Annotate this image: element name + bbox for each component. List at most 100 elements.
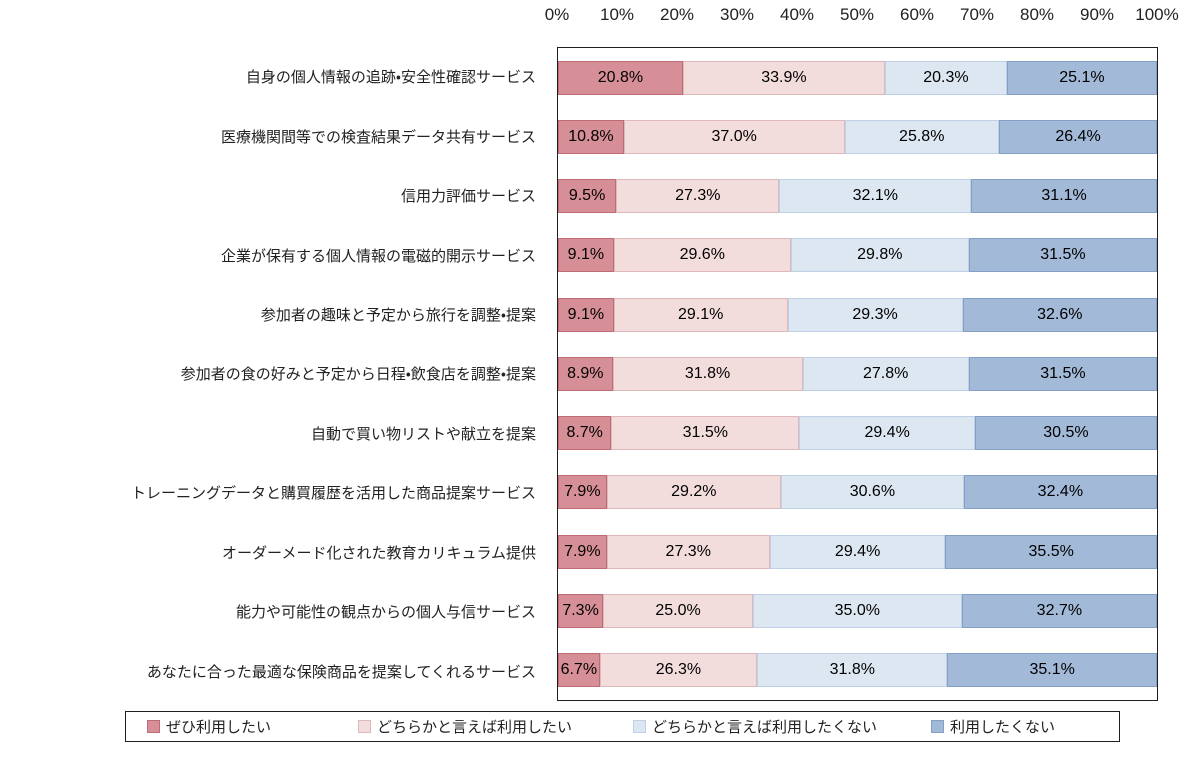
segment-value-label: 29.2%: [671, 483, 717, 501]
bar-segment: 31.8%: [612, 356, 803, 391]
bar-segment: 35.0%: [752, 594, 962, 629]
segment-value-label: 32.1%: [852, 187, 899, 205]
segment-value-label: 35.5%: [1028, 542, 1074, 560]
segment-value-label: 27.3%: [665, 542, 711, 560]
segment-value-label: 37.0%: [711, 127, 757, 145]
stacked-bar: 8.9% 31.8% 27.8% 31.5%: [558, 356, 1157, 391]
segment-value-label: 30.5%: [1043, 424, 1089, 442]
segment-value-label: 29.3%: [852, 305, 898, 323]
bar-segment: 32.1%: [779, 179, 972, 214]
bar-row: 8.9% 31.8% 27.8% 31.5%: [558, 344, 1157, 403]
segment-value-label: 9.1%: [567, 246, 605, 264]
segment-value-label: 31.5%: [1040, 364, 1086, 382]
bar-row: 8.7% 31.5% 29.4% 30.5%: [558, 404, 1157, 463]
bar-segment: 8.7%: [558, 416, 612, 451]
bar-segment: 31.5%: [968, 238, 1158, 273]
bar-segment: 6.7%: [558, 653, 600, 688]
segment-value-label: 7.9%: [564, 483, 601, 501]
legend: ぜひ利用したい どちらかと言えば利用したい どちらかと言えば利用したくない 利用したく…: [125, 711, 1120, 742]
bar-segment: 25.1%: [1006, 60, 1158, 95]
bar-segment: 31.1%: [971, 179, 1157, 214]
legend-swatch: [147, 720, 160, 733]
axis-tick-label: 40%: [779, 5, 815, 24]
category-label: 医療機関間等での検査結果データ共有サービス: [220, 128, 536, 146]
bar-segment: 35.5%: [945, 534, 1157, 569]
segment-value-label: 7.9%: [564, 542, 601, 560]
axis-tick-label: 0%: [544, 5, 570, 24]
axis-tick-label: 90%: [1079, 5, 1115, 24]
segment-value-label: 25.0%: [655, 602, 701, 620]
bar-segment: 25.8%: [844, 119, 999, 154]
bar-row: 9.1% 29.6% 29.8% 31.5%: [558, 226, 1158, 285]
bar-segment: 32.7%: [961, 594, 1157, 629]
segment-value-label: 31.8%: [684, 364, 731, 382]
axis-tick-label: 30%: [719, 5, 755, 24]
segment-value-label: 32.7%: [1036, 602, 1083, 620]
segment-value-label: 29.8%: [857, 246, 903, 264]
bar-row: 7.9% 29.2% 30.6% 32.4%: [558, 463, 1158, 522]
bar-segment: 30.5%: [974, 416, 1157, 451]
bar-segment: 32.4%: [963, 475, 1158, 510]
category-label: 自身の個人情報の追跡・安全性確認サービス: [245, 69, 536, 87]
stacked-bar: 9.1% 29.6% 29.8% 31.5%: [558, 238, 1158, 273]
bar-segment: 32.6%: [962, 297, 1157, 332]
category-label: 信用力評価サービス: [400, 188, 536, 206]
segment-value-label: 26.3%: [655, 661, 702, 679]
bar-segment: 35.1%: [947, 653, 1158, 688]
segment-value-label: 32.4%: [1037, 483, 1084, 501]
segment-value-label: 8.7%: [566, 424, 603, 442]
bar-segment: 37.0%: [623, 119, 845, 154]
category-label: オーダーメード化された教育カリキュラム提供: [222, 544, 536, 562]
segment-value-label: 9.1%: [567, 305, 605, 323]
category-label: 参加者の趣味と予定から旅行を調整・提案: [260, 307, 536, 325]
segment-value-label: 20.8%: [597, 68, 644, 86]
bar-row: 20.8% 33.9% 20.3% 25.1%: [558, 48, 1158, 107]
segment-value-label: 25.8%: [899, 127, 945, 145]
bar-segment: 7.3%: [558, 594, 604, 629]
legend-swatch: [633, 720, 647, 733]
segment-value-label: 31.5%: [682, 424, 729, 442]
category-labels: 自身の個人情報の追跡・安全性確認サービス医療機関間等での検査結果データ共有サービ…: [0, 47, 546, 701]
segment-value-label: 35.0%: [834, 602, 880, 620]
bar-segment: 9.5%: [558, 179, 617, 214]
bar-segment: 33.9%: [682, 60, 885, 95]
bar-row: 9.1% 29.1% 29.3% 32.6%: [558, 285, 1157, 344]
bar-segment: 31.5%: [968, 356, 1157, 391]
stacked-bar: 9.1% 29.1% 29.3% 32.6%: [558, 297, 1157, 332]
legend-label: ぜひ利用したい: [166, 719, 272, 736]
segment-value-label: 31.1%: [1041, 187, 1087, 205]
bar-segment: 8.9%: [558, 356, 613, 391]
stacked-bar: 9.5% 27.3% 32.1% 31.1%: [558, 179, 1157, 214]
stacked-bar: 7.3% 25.0% 35.0% 32.7%: [558, 594, 1157, 629]
segment-value-label: 26.4%: [1055, 127, 1101, 145]
category-label: 企業が保有する個人情報の電磁的開示サービス: [220, 247, 536, 265]
bar-segment: 7.9%: [558, 534, 607, 569]
segment-value-label: 9.5%: [568, 187, 606, 205]
stacked-bar: 8.7% 31.5% 29.4% 30.5%: [558, 416, 1157, 451]
stacked-bar: 20.8% 33.9% 20.3% 25.1%: [558, 60, 1158, 95]
category-label: 能力や可能性の観点からの個人与信サービス: [235, 604, 536, 622]
stacked-bar: 10.8% 37.0% 25.8% 26.4%: [558, 119, 1158, 154]
axis-tick-label: 20%: [659, 5, 695, 24]
legend-swatch: [931, 720, 945, 733]
bar-segment: 27.3%: [616, 179, 780, 214]
bar-segment: 31.5%: [611, 416, 800, 451]
bar-row: 7.9% 27.3% 29.4% 35.5%: [558, 522, 1157, 581]
x-axis: 0% 10% 20% 30% 40% 50% 60% 70% 80% 90% 100%: [545, 5, 1179, 31]
bar-segment: 20.3%: [884, 60, 1007, 95]
bar-segment: 29.6%: [613, 238, 791, 273]
segment-value-label: 33.9%: [761, 68, 807, 86]
segment-value-label: 29.4%: [834, 542, 881, 560]
axis-tick-label: 60%: [899, 5, 935, 24]
bar-row: 10.8% 37.0% 25.8% 26.4%: [558, 107, 1158, 166]
segment-value-label: 25.1%: [1059, 68, 1105, 86]
axis-tick-label: 100%: [1135, 5, 1179, 24]
legend-item: どちらかと言えば利用したくない: [633, 716, 877, 737]
segment-value-label: 7.3%: [562, 602, 599, 620]
legend-label: どちらかと言えば利用したい: [377, 719, 573, 736]
segment-value-label: 27.8%: [862, 364, 909, 382]
bar-segment: 9.1%: [558, 238, 614, 273]
legend-item: どちらかと言えば利用したい: [358, 716, 572, 737]
category-label: トレーニングデータと購買履歴を活用した商品提案サービス: [130, 485, 536, 503]
bar-segment: 29.3%: [787, 297, 963, 332]
